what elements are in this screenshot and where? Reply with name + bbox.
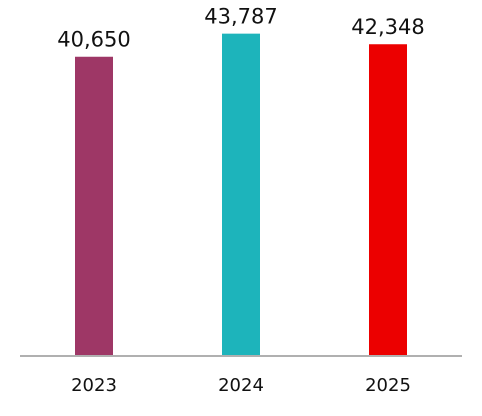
bar-2025: [369, 44, 407, 356]
x-tick-label-2024: 2024: [218, 375, 264, 396]
value-label-2023: 40,650: [57, 28, 130, 52]
bar-2023: [75, 56, 113, 357]
bar-2024: [222, 33, 260, 357]
x-tick-label-2023: 2023: [71, 375, 117, 396]
x-tick-label-2025: 2025: [365, 375, 411, 396]
x-tick-labels-group: 2023 2024 2025: [71, 375, 411, 396]
bars-group: [75, 33, 407, 357]
value-label-2025: 42,348: [351, 15, 424, 39]
value-labels-group: 40,650 43,787 42,348: [57, 5, 424, 52]
value-label-2024: 43,787: [204, 5, 277, 29]
